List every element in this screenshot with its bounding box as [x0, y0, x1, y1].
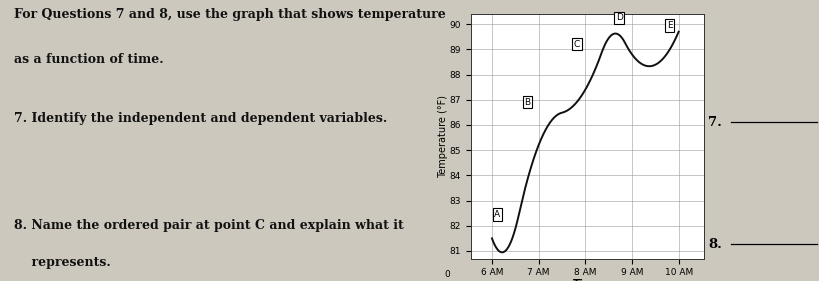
Text: as a function of time.: as a function of time.: [14, 53, 163, 66]
Text: 0: 0: [444, 269, 450, 278]
Text: C: C: [573, 40, 580, 49]
Text: E: E: [667, 21, 672, 30]
Y-axis label: Temperature (°F): Temperature (°F): [438, 95, 448, 178]
Text: For Questions 7 and 8, use the graph that shows temperature: For Questions 7 and 8, use the graph tha…: [14, 8, 446, 21]
Text: D: D: [616, 13, 622, 22]
Text: 8.: 8.: [708, 238, 722, 251]
Text: represents.: represents.: [14, 256, 111, 269]
Text: 7. Identify the independent and dependent variables.: 7. Identify the independent and dependen…: [14, 112, 387, 125]
Text: 8. Name the ordered pair at point C and explain what it: 8. Name the ordered pair at point C and …: [14, 219, 404, 232]
Text: 7.: 7.: [708, 116, 722, 129]
Text: B: B: [525, 98, 531, 107]
X-axis label: Time: Time: [573, 279, 602, 281]
Text: A: A: [495, 210, 500, 219]
